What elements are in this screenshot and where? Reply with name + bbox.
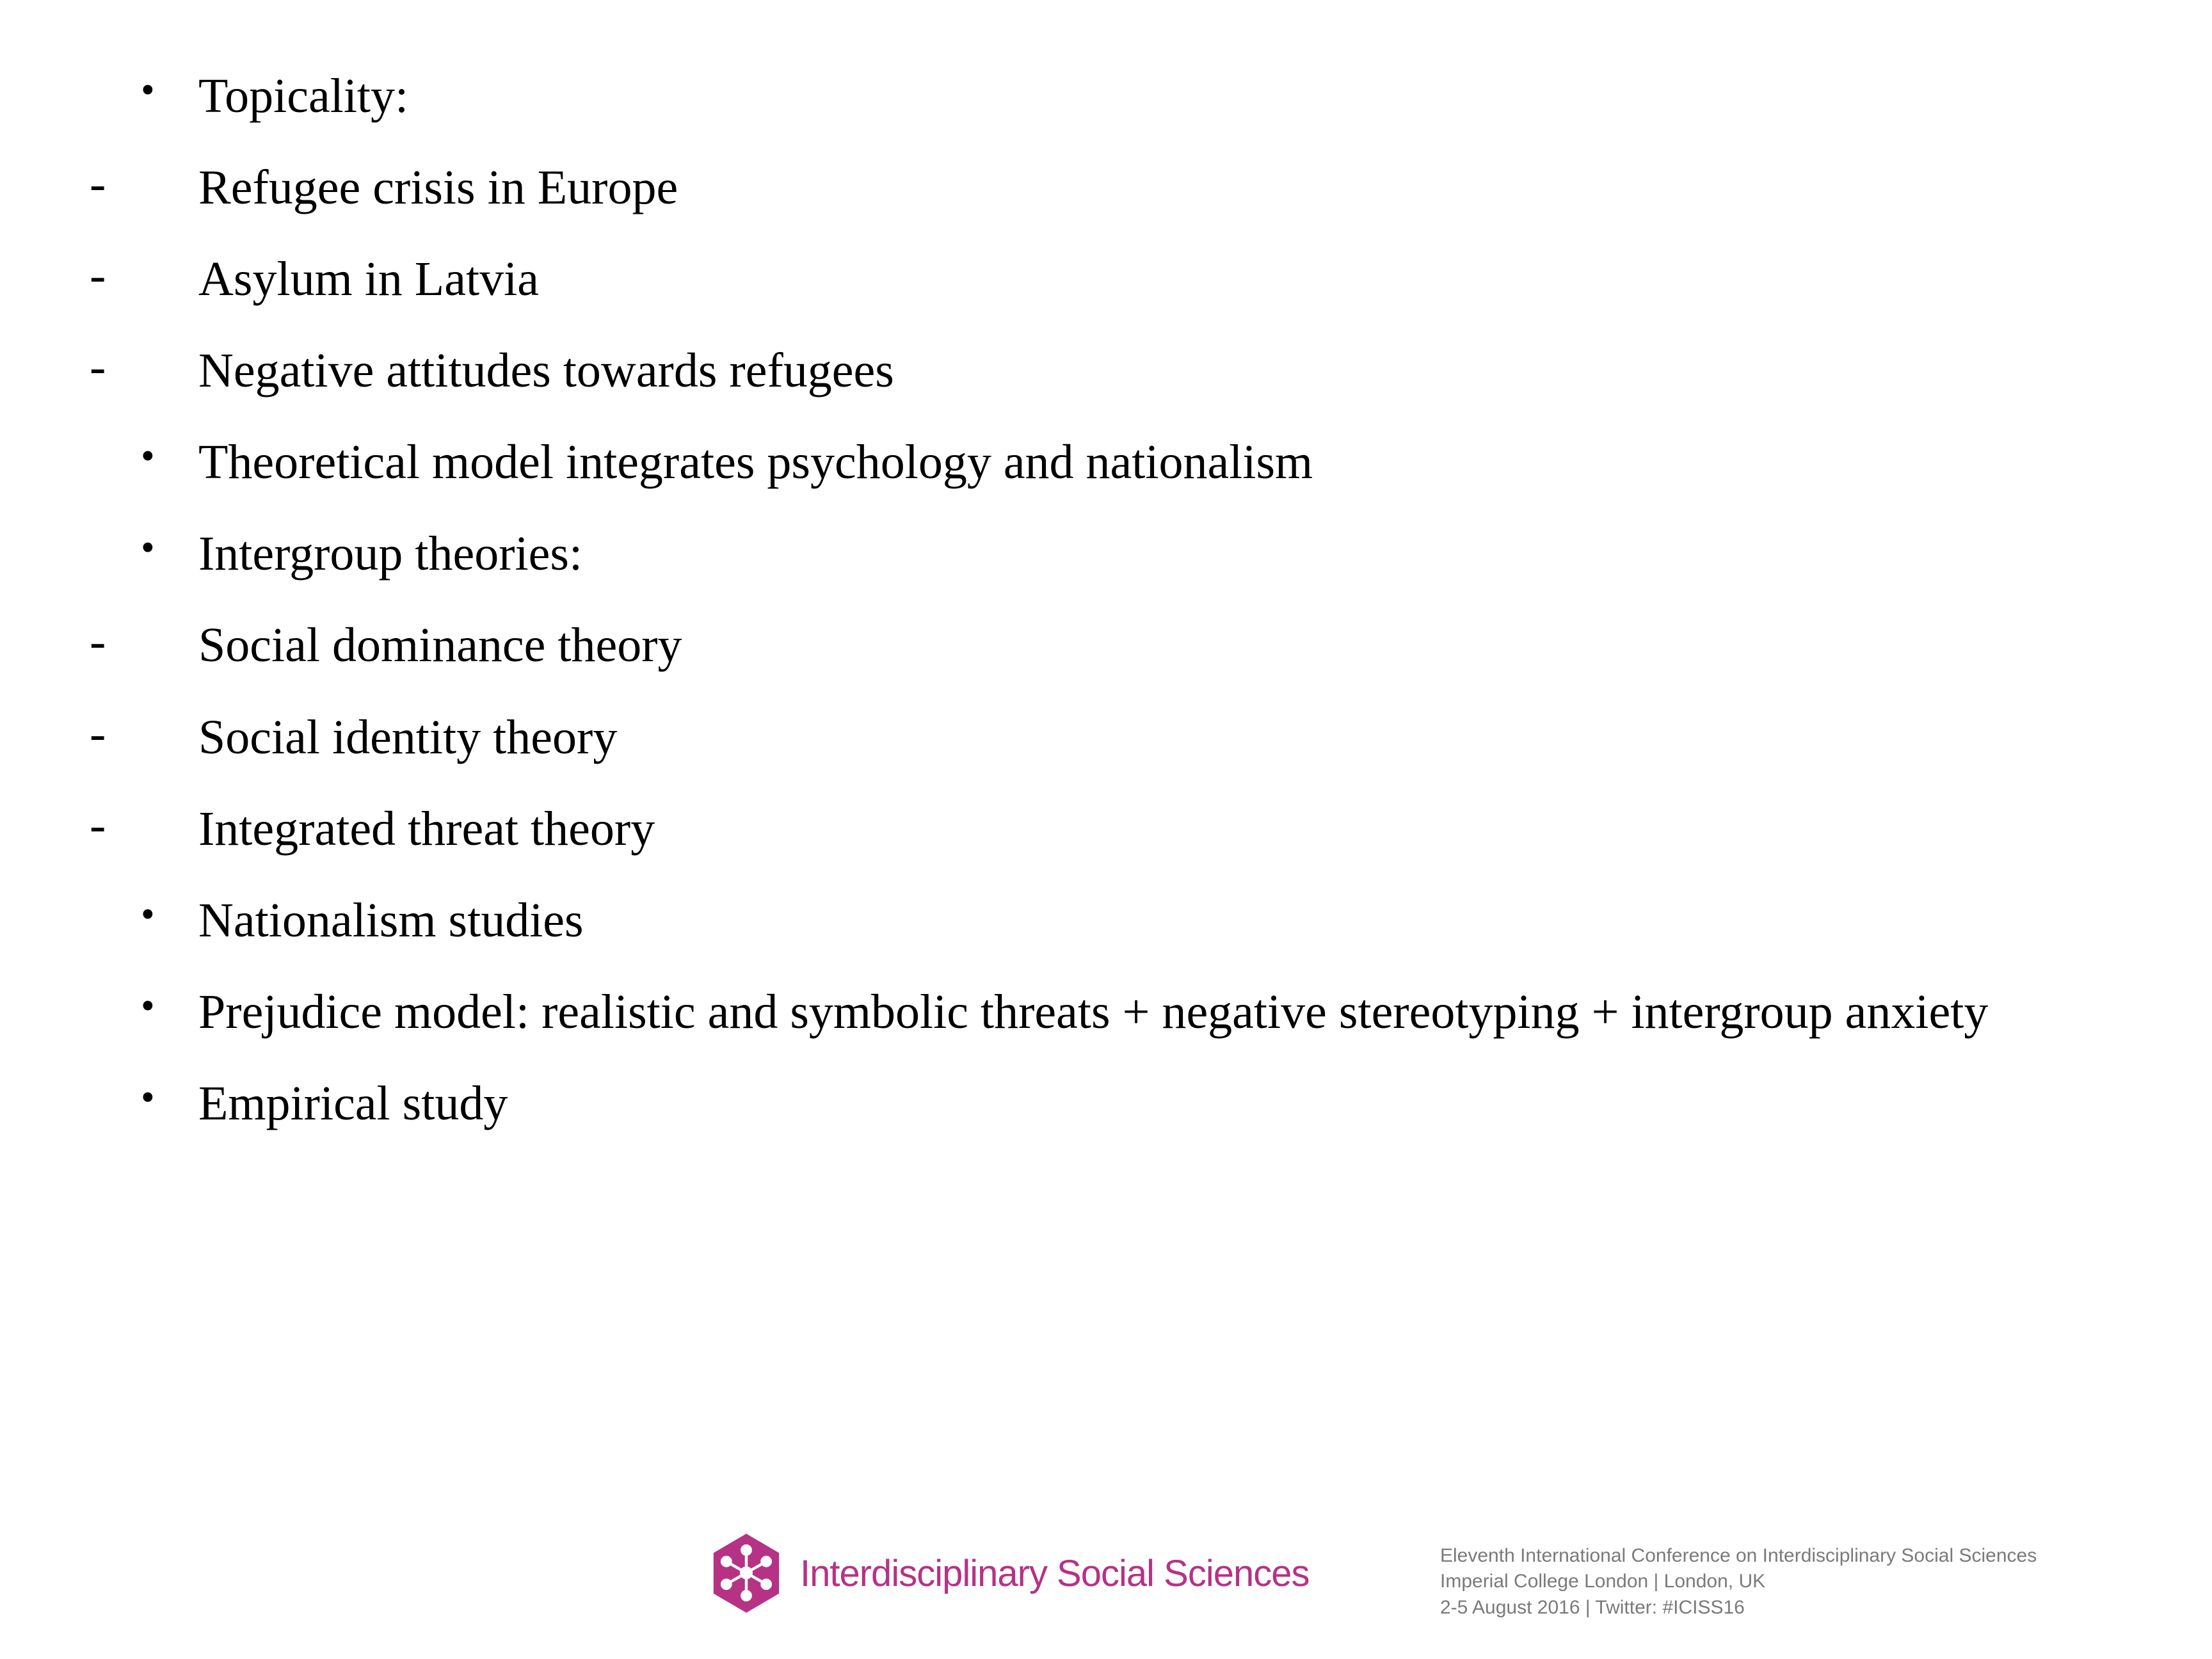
slide: Topicality: Refugee crisis in Europe Asy… (0, 0, 2212, 1659)
conference-line: 2-5 August 2016 | Twitter: #ICISS16 (1440, 1595, 2183, 1621)
conference-line: Imperial College London | London, UK (1440, 1569, 2183, 1595)
brand-hex-icon (710, 1532, 782, 1614)
conference-info: Eleventh International Conference on Int… (1440, 1543, 2183, 1621)
list-item: Theoretical model integrates psychology … (122, 430, 2135, 495)
list-item: Nationalism studies (122, 888, 2135, 953)
slide-footer: Interdisciplinary Social Sciences Eleven… (0, 1505, 2212, 1633)
list-item: Intergroup theories: (122, 522, 2135, 586)
list-item: Negative attitudes towards refugees (122, 339, 2135, 403)
list-item: Empirical study (122, 1071, 2135, 1136)
list-item: Topicality: (122, 64, 2135, 129)
brand-label: Interdisciplinary Social Sciences (800, 1552, 1309, 1595)
outline-list: Topicality: Refugee crisis in Europe Asy… (122, 64, 2135, 1136)
conference-line: Eleventh International Conference on Int… (1440, 1543, 2183, 1569)
list-item: Integrated threat theory (122, 797, 2135, 862)
list-item: Social identity theory (122, 705, 2135, 770)
list-item: Prejudice model: realistic and symbolic … (122, 980, 2135, 1045)
brand-lockup: Interdisciplinary Social Sciences (710, 1532, 1309, 1614)
list-item: Social dominance theory (122, 613, 2135, 678)
list-item: Asylum in Latvia (122, 247, 2135, 312)
list-item: Refugee crisis in Europe (122, 156, 2135, 220)
slide-body: Topicality: Refugee crisis in Europe Asy… (122, 64, 2135, 1163)
